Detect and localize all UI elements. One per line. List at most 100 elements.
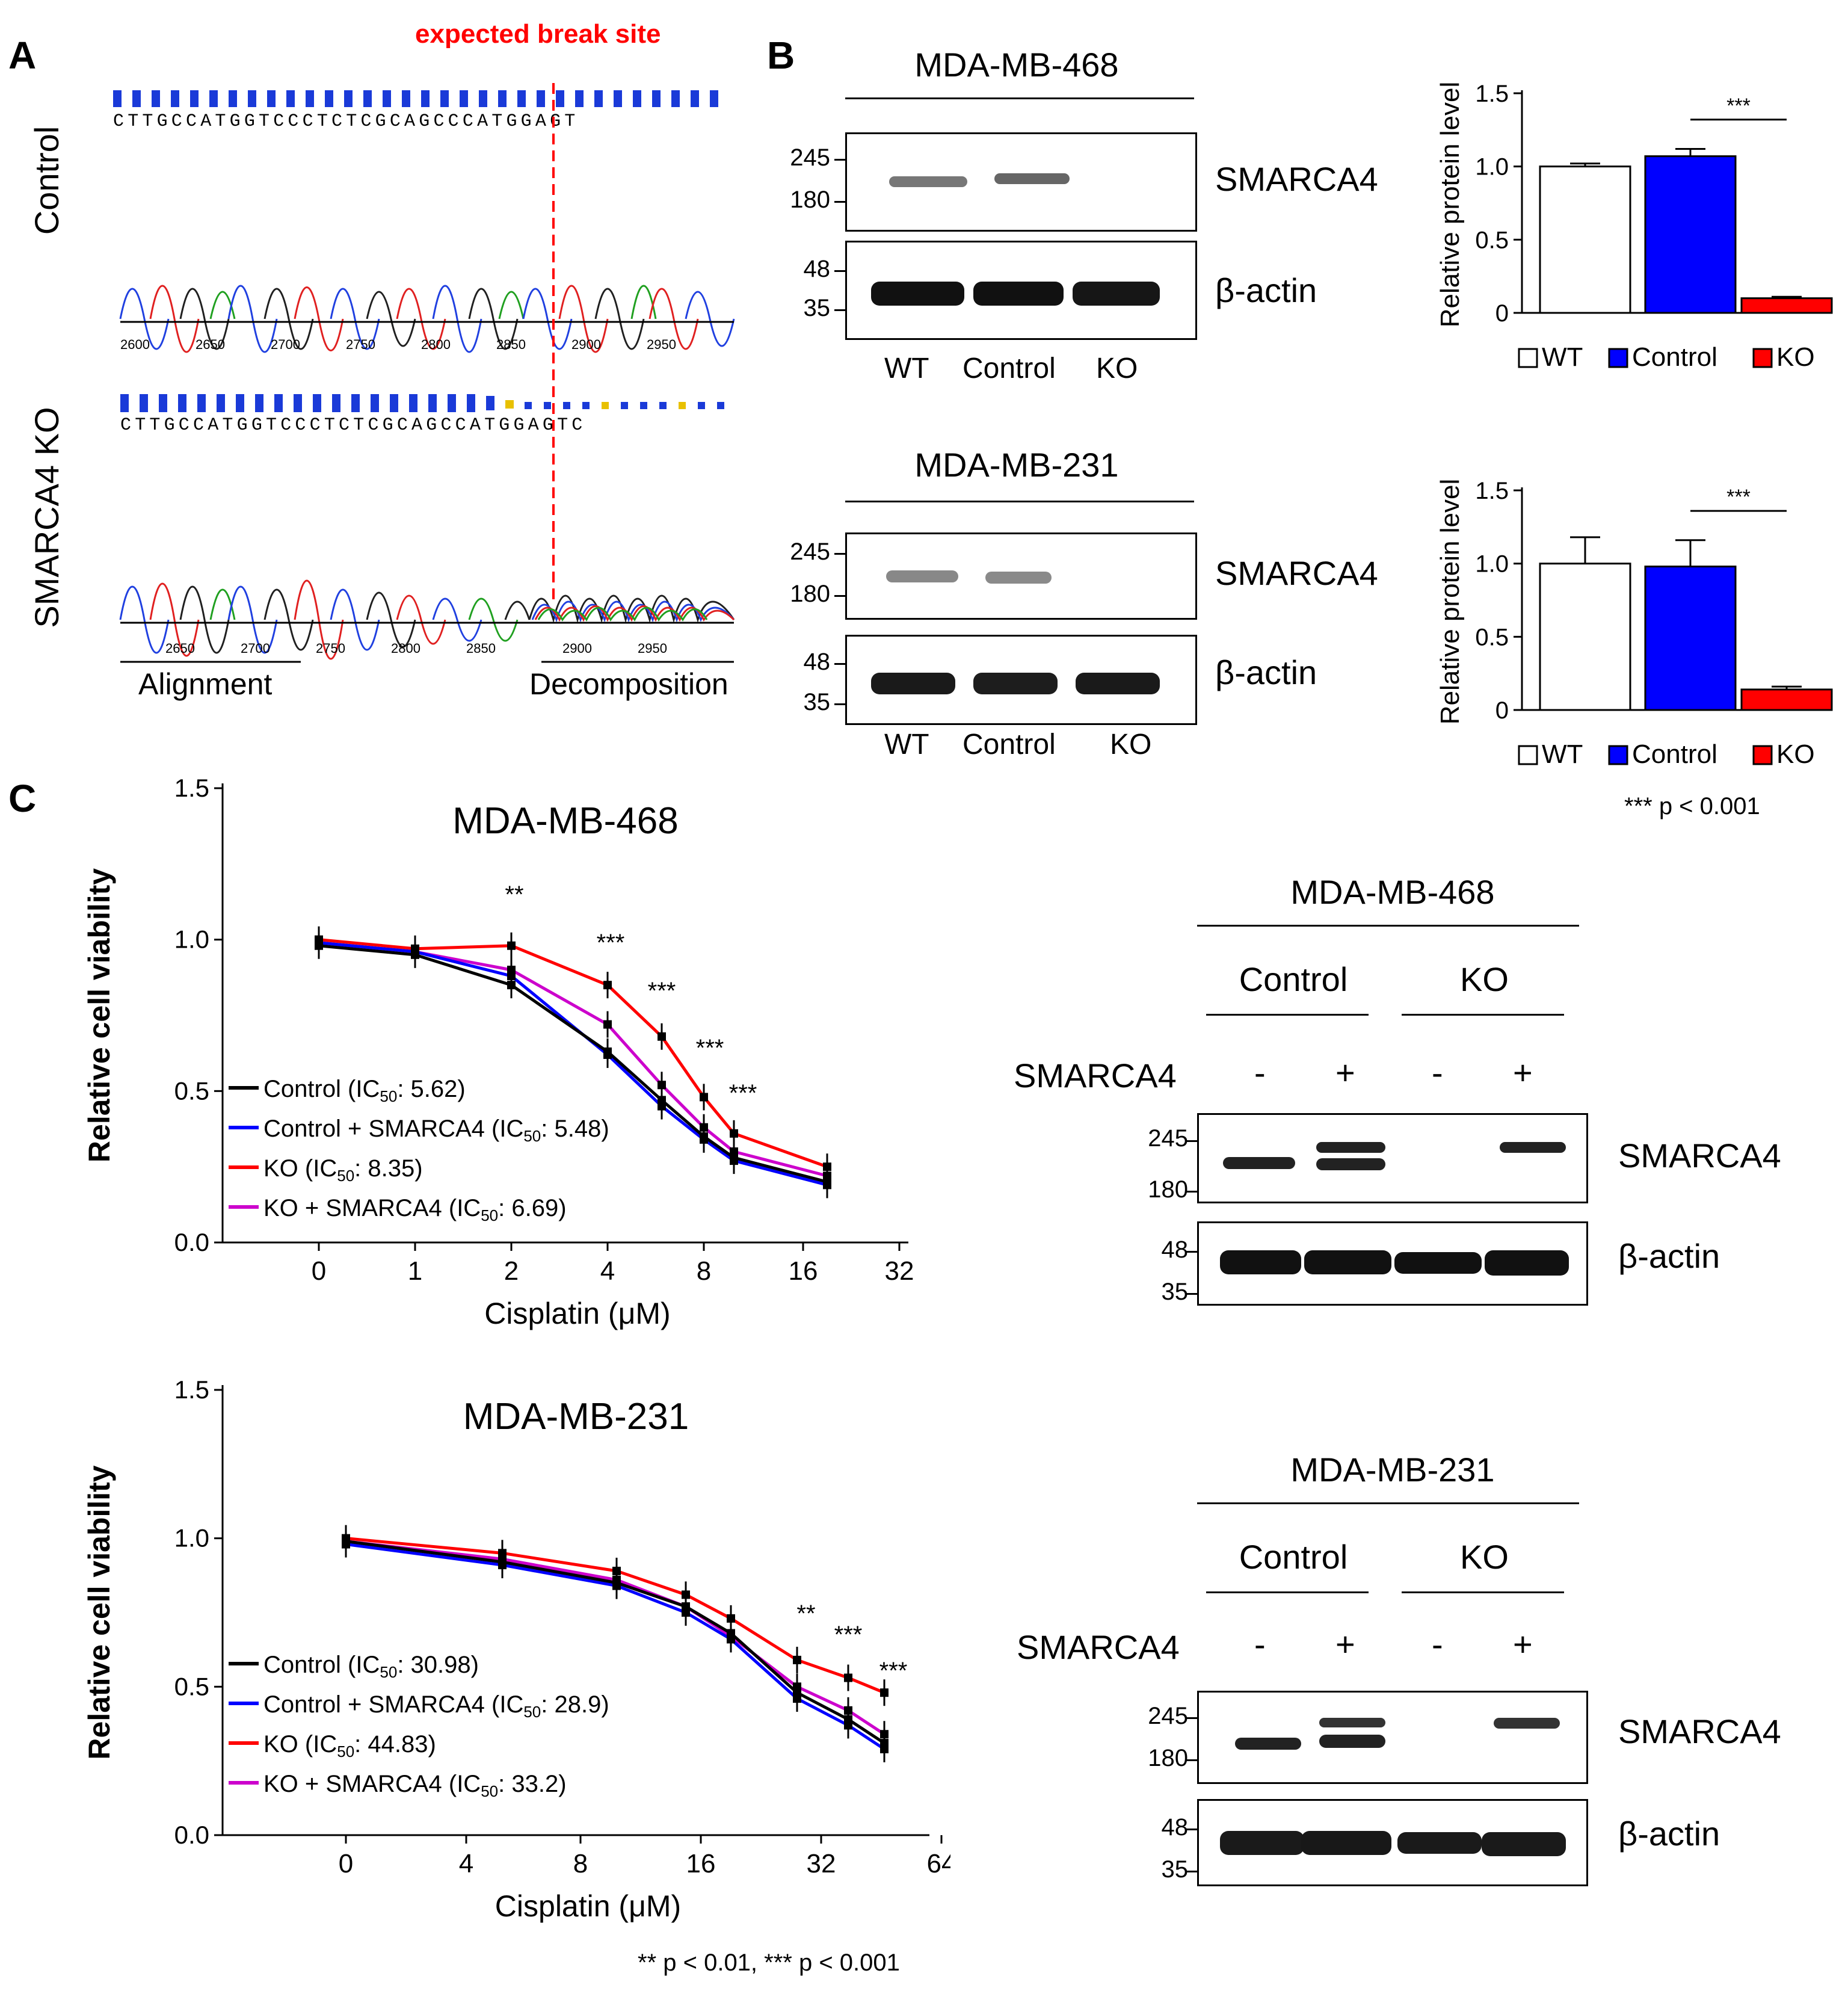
legend-label-2: KO (IC50: 44.83) bbox=[263, 1731, 436, 1761]
sig-mark: ** bbox=[796, 1600, 815, 1627]
sig-mark: *** bbox=[696, 1035, 724, 1061]
data-point bbox=[730, 1153, 738, 1162]
data-point bbox=[315, 941, 323, 950]
c2-mw-180: 180 bbox=[1148, 1745, 1188, 1771]
x-tick-label: 0 bbox=[312, 1256, 326, 1286]
b1-lane-ko: KO bbox=[1096, 353, 1138, 384]
control-quality-bars bbox=[113, 90, 718, 107]
c2-sign-1: - bbox=[1254, 1625, 1266, 1663]
x-tick-label: 32 bbox=[807, 1849, 836, 1878]
svg-text:2900: 2900 bbox=[562, 641, 592, 656]
c1-ko-rule bbox=[1402, 1014, 1564, 1016]
c2-protein-smarca4: SMARCA4 bbox=[1618, 1712, 1781, 1750]
b2-mw-245: 245 bbox=[790, 539, 830, 565]
x-tick-label: 0 bbox=[339, 1849, 353, 1878]
b-blot2-actin bbox=[845, 635, 1197, 725]
data-point bbox=[507, 941, 516, 950]
legend-label-0: Control (IC50: 30.98) bbox=[263, 1652, 479, 1681]
data-point bbox=[682, 1602, 690, 1611]
c2-sign-4: + bbox=[1513, 1625, 1533, 1663]
b2-mw-35: 35 bbox=[803, 689, 831, 715]
b2-lane-wt: WT bbox=[884, 729, 929, 761]
b-blot1-smarca4 bbox=[845, 132, 1197, 232]
c2-control-rule bbox=[1206, 1591, 1369, 1593]
c2-blot-smarca4 bbox=[1197, 1691, 1588, 1784]
legend-label-3: KO + SMARCA4 (IC50: 33.2) bbox=[263, 1771, 567, 1800]
series-line-1 bbox=[318, 941, 828, 1187]
c1-blot-actin bbox=[1197, 1221, 1588, 1306]
c2-row-smarca4: SMARCA4 bbox=[1017, 1628, 1180, 1666]
b2-protein-smarca4: SMARCA4 bbox=[1215, 554, 1378, 592]
c1-sign-2: + bbox=[1335, 1054, 1355, 1091]
c1-mw-48: 48 bbox=[1161, 1236, 1189, 1263]
viability-chart-468: 0.0 0.5 1.0 1.5 0 1 2 4 8 16 32 Cisplatin (μM) Relat… bbox=[82, 776, 914, 1330]
y-tick-label: 1.0 bbox=[1475, 551, 1509, 578]
b2-protein-actin: β-actin bbox=[1215, 653, 1317, 691]
data-point bbox=[498, 1558, 507, 1567]
c1-mw-35: 35 bbox=[1161, 1279, 1189, 1305]
ko-trace bbox=[119, 579, 735, 660]
c-pvalue-note: ** p < 0.01, *** p < 0.001 bbox=[638, 1949, 900, 1976]
sig-mark: *** bbox=[1726, 94, 1751, 117]
svg-text:2850: 2850 bbox=[466, 641, 496, 656]
control-row-label: Control bbox=[28, 126, 66, 235]
series-line-0 bbox=[345, 1540, 886, 1745]
b2-mw-48: 48 bbox=[803, 649, 831, 675]
y-tick-label: 0.0 bbox=[174, 1821, 209, 1849]
sig-mark: *** bbox=[648, 978, 676, 1004]
control-axis-positions: 2600 2650 2700 2750 2800 2850 2900 2950 bbox=[120, 337, 676, 352]
legend-label-control: Control bbox=[1632, 342, 1717, 372]
decomposition-label: Decomposition bbox=[529, 667, 728, 701]
svg-text:2750: 2750 bbox=[316, 641, 345, 656]
data-point bbox=[658, 1032, 666, 1041]
data-point bbox=[700, 1093, 708, 1102]
b1-protein-actin: β-actin bbox=[1215, 271, 1317, 309]
b-blot2-smarca4 bbox=[845, 532, 1197, 620]
c1-group-control: Control bbox=[1239, 960, 1348, 998]
bar-ko bbox=[1740, 297, 1833, 314]
bar-control bbox=[1644, 155, 1737, 314]
panel-label-c: C bbox=[8, 777, 37, 820]
c1-group-ko: KO bbox=[1460, 960, 1509, 998]
legend-label-control: Control bbox=[1632, 739, 1717, 769]
legend-label-1: Control + SMARCA4 (IC50: 5.48) bbox=[263, 1116, 609, 1145]
legend-swatch-wt bbox=[1518, 348, 1538, 368]
data-point bbox=[411, 950, 419, 959]
legend-label-1: Control + SMARCA4 (IC50: 28.9) bbox=[263, 1691, 609, 1721]
legend-label-wt: WT bbox=[1542, 739, 1583, 769]
bar-chart-468: 0 0.5 1.0 1.5 *** Relative protein level WT Con… bbox=[1435, 81, 1833, 372]
b2-lane-ko: KO bbox=[1110, 729, 1152, 761]
data-point bbox=[844, 1673, 852, 1682]
data-point bbox=[603, 981, 612, 990]
b-pvalue-note: *** p < 0.001 bbox=[1624, 793, 1760, 819]
y-tick-label: 0.5 bbox=[174, 1672, 209, 1700]
c-blot1-rule bbox=[1197, 925, 1579, 927]
x-axis-label: Cisplatin (μM) bbox=[495, 1889, 681, 1923]
y-tick-label: 1.0 bbox=[174, 925, 209, 954]
svg-text:2850: 2850 bbox=[496, 337, 526, 352]
legend-swatch-wt bbox=[1518, 745, 1538, 765]
c2-group-ko: KO bbox=[1460, 1538, 1509, 1576]
sig-mark: *** bbox=[1726, 486, 1751, 508]
y-tick-label: 0.5 bbox=[1475, 227, 1509, 253]
data-point bbox=[612, 1578, 621, 1587]
x-tick-label: 32 bbox=[885, 1256, 914, 1286]
break-site-label: expected break site bbox=[415, 19, 661, 49]
bar-wt bbox=[1539, 563, 1631, 711]
x-tick-label: 4 bbox=[600, 1256, 615, 1286]
data-point bbox=[823, 1177, 831, 1187]
y-tick-label: 0 bbox=[1495, 697, 1509, 724]
sig-mark: *** bbox=[597, 930, 625, 956]
x-tick-label: 16 bbox=[789, 1256, 818, 1286]
panel-label-a: A bbox=[8, 34, 37, 77]
b2-lane-control: Control bbox=[962, 729, 1056, 761]
svg-text:2950: 2950 bbox=[638, 641, 667, 656]
data-point bbox=[727, 1629, 735, 1638]
data-point bbox=[793, 1688, 801, 1697]
c2-sign-3: - bbox=[1432, 1625, 1443, 1663]
legend-label-ko: KO bbox=[1776, 739, 1815, 769]
y-axis-label: Relative protein level bbox=[1435, 479, 1465, 724]
chart-title: MDA-MB-231 bbox=[463, 1396, 689, 1437]
x-axis-label: Cisplatin (μM) bbox=[484, 1297, 670, 1330]
b1-mw-245: 245 bbox=[790, 144, 830, 171]
